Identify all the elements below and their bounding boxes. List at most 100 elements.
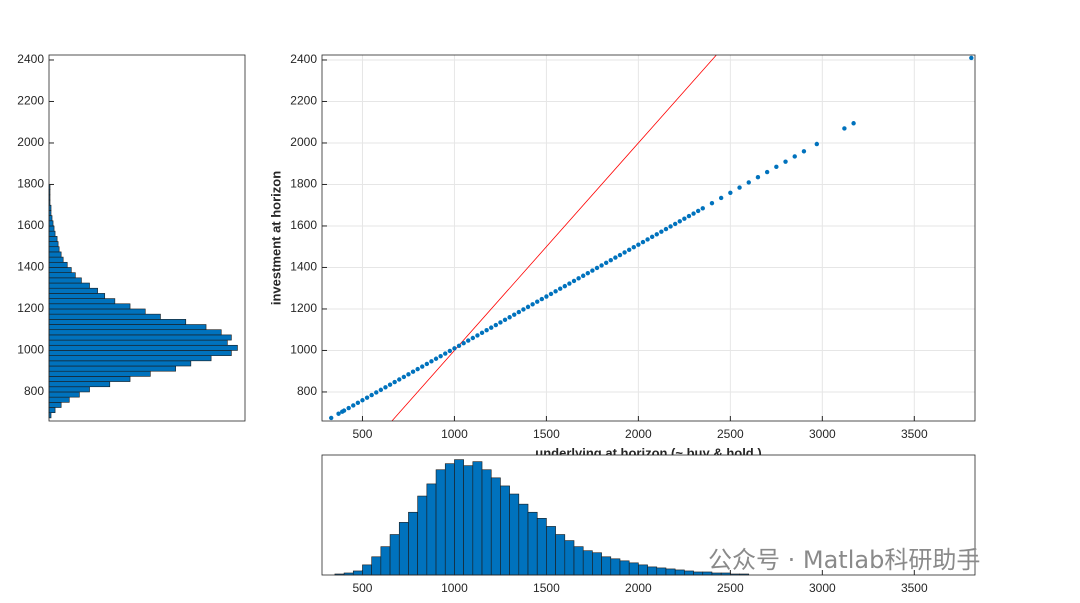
histogram-bar: [48, 329, 222, 336]
histogram-bar: [417, 495, 428, 576]
histogram-bar: [48, 220, 54, 227]
point: [553, 289, 558, 294]
histogram-bar: [48, 287, 98, 294]
histogram-bar: [610, 558, 621, 576]
point: [397, 377, 402, 382]
y-tick-label: 1000: [290, 343, 317, 357]
histogram-bar: [48, 324, 207, 331]
y-tick-label: 800: [297, 384, 317, 398]
histogram-bar: [463, 465, 474, 576]
histogram-bar: [48, 396, 70, 403]
x-tick-label: 2000: [625, 581, 652, 595]
point: [493, 322, 499, 328]
histogram-bar: [509, 493, 520, 576]
watermark: 公众号 · Matlab科研助手: [708, 546, 980, 574]
point: [626, 247, 632, 253]
x-tick-label: 2000: [625, 427, 652, 441]
histogram-bar: [481, 469, 492, 576]
histogram-bar: [48, 360, 192, 367]
histogram-bar: [48, 308, 146, 315]
histogram-bar: [48, 386, 90, 393]
point: [521, 307, 526, 312]
reference-line: [391, 55, 717, 421]
point: [969, 55, 974, 61]
point: [410, 369, 416, 374]
histogram-bar: [48, 350, 232, 356]
y-tick-label: 1000: [17, 343, 44, 357]
histogram-bar: [48, 236, 58, 242]
histogram-bar: [48, 376, 131, 382]
point: [475, 333, 480, 338]
y-tick-label: 1200: [17, 301, 44, 315]
histogram-bar: [371, 556, 382, 576]
y-axis-label: investment at horizon: [268, 171, 283, 305]
histogram-bar: [48, 339, 228, 346]
histogram-bar: [48, 334, 232, 341]
point: [581, 273, 586, 278]
point: [571, 278, 577, 284]
point: [415, 366, 420, 372]
histogram-bar: [48, 298, 116, 305]
histogram-bar: [48, 251, 62, 258]
point: [709, 200, 715, 206]
histogram-bar: [352, 570, 363, 576]
point: [659, 229, 664, 234]
histogram-bar: [48, 241, 59, 248]
histogram-bar: [684, 570, 694, 576]
histogram-bar: [48, 261, 68, 268]
point: [328, 415, 334, 421]
point: [378, 387, 384, 393]
point: [548, 291, 554, 297]
point: [502, 317, 508, 323]
point: [383, 385, 388, 390]
point: [374, 390, 379, 395]
histogram-bar: [454, 459, 464, 576]
y-tick-label: 1600: [17, 218, 44, 232]
y-tick-label: 2000: [290, 135, 317, 149]
point: [663, 226, 669, 232]
point: [429, 359, 434, 364]
point: [851, 121, 856, 126]
point: [420, 364, 425, 369]
histogram-bar: [48, 391, 80, 398]
point: [640, 239, 646, 245]
point: [746, 180, 751, 185]
histogram-bar: [408, 511, 418, 576]
point: [341, 408, 347, 413]
histogram-bar: [48, 303, 131, 310]
point: [594, 265, 600, 271]
histogram-bar: [48, 246, 60, 253]
point: [576, 276, 581, 281]
histogram-bar: [592, 552, 602, 576]
point: [801, 149, 807, 154]
point: [544, 294, 549, 299]
histogram-bar: [573, 546, 584, 576]
histogram-bar: [48, 282, 90, 289]
point: [636, 242, 641, 247]
point: [682, 216, 687, 221]
histogram-bar: [48, 267, 72, 273]
point: [700, 206, 705, 211]
histogram-bar: [638, 564, 648, 576]
y-tick-label: 1800: [290, 177, 317, 191]
point: [456, 343, 462, 348]
x-tick-label: 1000: [441, 581, 468, 595]
histogram-bar: [48, 381, 111, 388]
point: [516, 309, 522, 315]
y-tick-label: 800: [24, 384, 44, 398]
histogram-bar: [48, 215, 53, 222]
y-tick-label: 1200: [290, 301, 317, 315]
point: [585, 270, 590, 276]
y-tick-label: 1600: [290, 218, 317, 232]
x-tick-label: 1500: [533, 581, 560, 595]
point: [433, 356, 439, 361]
point: [406, 372, 411, 377]
histogram-bar: [435, 469, 446, 576]
histogram-bar: [546, 526, 556, 576]
y-tick-label: 1400: [290, 260, 317, 274]
point: [631, 245, 636, 250]
point: [336, 411, 341, 416]
histogram-bar: [472, 461, 483, 576]
point: [539, 296, 545, 302]
